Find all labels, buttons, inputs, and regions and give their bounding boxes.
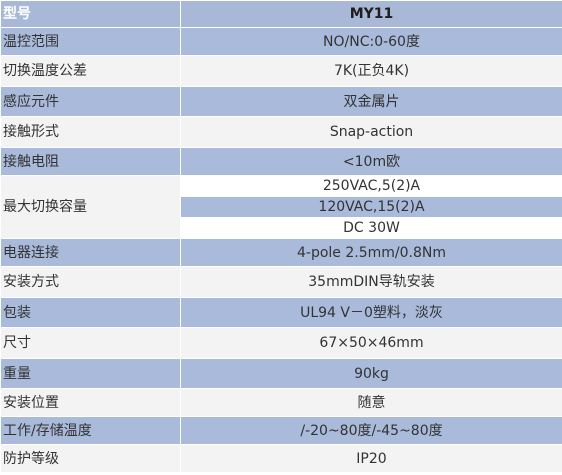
row-label: 安装位置 [0,388,181,417]
row-label: 接触形式 [0,116,181,148]
table-row: 防护等级 IP20 [0,444,562,473]
row-value: Snap-action [180,116,562,148]
row-value: 90kg [180,358,562,389]
capacity-value-3: DC 30W [180,217,562,239]
row-value: 35mmDIN导轨安装 [180,266,562,298]
row-label: 包装 [0,297,181,328]
table-row-capacity: 120VAC,15(2)A [1,196,562,218]
table-row: 温控范围 NO/NC:0-60度 [0,27,562,56]
row-label: 温控范围 [0,27,181,56]
row-value: UL94 V－0塑料，淡灰 [180,297,562,328]
table-row: 感应元件 双金属片 [0,86,562,117]
row-value: 7K(正负4K) [180,55,562,87]
table-row: 尺寸 67×50×46mm [0,327,562,359]
table-row: 电器连接 4-pole 2.5mm/0.8Nm [0,238,562,267]
row-value: 双金属片 [180,86,562,117]
table-row: 工作/存储温度 /-20~80度/-45~80度 [0,416,562,445]
row-value: <10m欧 [180,147,562,176]
table-row: 接触电阻 <10m欧 [0,147,562,176]
row-label: 最大切换容量 [0,175,181,239]
row-value: 随意 [180,388,562,417]
table-row-capacity: 最大切换容量 250VAC,5(2)A [0,175,562,239]
capacity-value-1: 250VAC,5(2)A [180,175,562,197]
row-value: 4-pole 2.5mm/0.8Nm [180,238,562,267]
row-label: 接触电阻 [0,147,181,176]
row-value: IP20 [180,444,562,473]
row-label: 切换温度公差 [0,55,181,87]
row-label: 防护等级 [0,444,181,473]
table-row: 切换温度公差 7K(正负4K) [0,55,562,87]
table-row-capacity: DC 30W [1,217,562,239]
table-row: 接触形式 Snap-action [0,116,562,148]
table-row: 包装 UL94 V－0塑料，淡灰 [0,297,562,328]
row-value: NO/NC:0-60度 [180,27,562,56]
row-label: 安装方式 [0,266,181,298]
row-label: 电器连接 [0,238,181,267]
row-label: 工作/存储温度 [0,416,181,445]
table-row: 安装位置 随意 [0,388,562,417]
row-label: 尺寸 [0,327,181,359]
header-model: MY11 [180,0,562,28]
table-row: 安装方式 35mmDIN导轨安装 [0,266,562,298]
table-row: 重量 90kg [0,358,562,389]
row-label: 感应元件 [0,86,181,117]
table-header-row: 型号 MY11 [0,0,562,28]
row-label: 重量 [0,358,181,389]
header-label: 型号 [0,0,181,28]
capacity-value-2: 120VAC,15(2)A [180,196,562,218]
row-value: /-20~80度/-45~80度 [180,416,562,445]
row-value: 67×50×46mm [180,327,562,359]
